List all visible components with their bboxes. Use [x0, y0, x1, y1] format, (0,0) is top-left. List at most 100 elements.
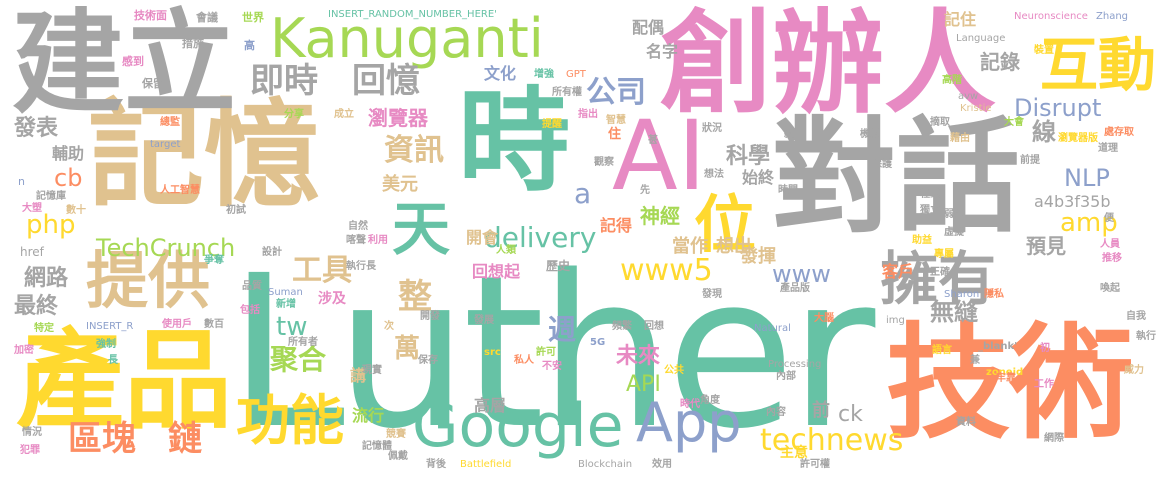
cloud-word: 最終 [14, 294, 59, 319]
cloud-word: 隱私 [984, 289, 1004, 300]
cloud-word: 大腦 [814, 313, 834, 324]
cloud-word: 產品版 [780, 283, 810, 294]
cloud-word: 初試 [226, 205, 246, 216]
cloud-word: 犯罪 [20, 445, 40, 456]
cloud-word: 正確 [930, 267, 950, 278]
cloud-word: 執行 [1136, 331, 1156, 342]
cloud-word: 現實 [362, 365, 382, 376]
cloud-word: 美元 [382, 174, 418, 195]
cloud-word: 牢靠 [996, 373, 1016, 384]
cloud-word: technews [760, 423, 904, 458]
cloud-word: 流行 [352, 406, 385, 425]
cloud-word: www5 [620, 253, 713, 288]
cloud-word: 文化 [484, 64, 517, 83]
cloud-word: 創辦人 [660, 0, 996, 129]
cloud-word: AI [612, 100, 706, 212]
cloud-word: 鏈 [168, 419, 202, 459]
cloud-word: 自然 [348, 221, 368, 232]
cloud-word: 開會 [466, 228, 499, 247]
cloud-word: 5G [590, 337, 606, 348]
cloud-word: 發展 [474, 315, 494, 326]
cloud-word: 名字 [646, 42, 679, 61]
cloud-word: 包括 [240, 305, 260, 316]
cloud-word: 自我 [1126, 311, 1146, 322]
cloud-word: 高階 [942, 75, 962, 86]
cloud-word: 增強 [534, 69, 554, 80]
cloud-word: 內容 [766, 407, 786, 418]
cloud-word: 所有權 [552, 87, 582, 98]
cloud-word: 感到 [122, 55, 144, 68]
cloud-word: cb [54, 164, 83, 192]
cloud-word: n [18, 175, 25, 188]
cloud-word: 歷史 [546, 259, 571, 273]
cloud-word: 初 [1040, 343, 1050, 354]
cloud-word: Disrupt [1014, 94, 1102, 122]
cloud-word: App [636, 391, 742, 454]
cloud-word: 回想起 [472, 262, 521, 281]
cloud-word: 記住 [944, 10, 977, 29]
cloud-word: 時間 [778, 185, 798, 196]
cloud-word: 功能 [236, 389, 344, 452]
cloud-word: Neuronscience [1014, 11, 1088, 22]
cloud-word: Natural [754, 323, 791, 334]
cloud-word: 保護 [872, 159, 892, 170]
cloud-word: 會議 [196, 11, 218, 24]
cloud-word: 回憶 [352, 61, 420, 101]
cloud-word: 發揮 [740, 246, 776, 267]
cloud-word: 世界 [242, 11, 264, 24]
cloud-word: 回想 [644, 321, 664, 332]
cloud-word: NLP [1064, 164, 1110, 192]
cloud-word: 私人 [514, 355, 534, 366]
cloud-word: 特定 [34, 323, 54, 334]
cloud-word: 高層 [474, 396, 507, 415]
cloud-word: 喀聲 [346, 235, 366, 246]
cloud-word: 網際 [1044, 433, 1064, 444]
cloud-word: 先 [640, 185, 650, 196]
cloud-word: 區塊 [68, 419, 136, 459]
cloud-word: 神經 [640, 204, 680, 228]
cloud-word: 智慧 [606, 115, 626, 126]
cloud-word: 週 [548, 313, 577, 346]
cloud-word: GPT [566, 69, 586, 80]
cloud-word: 時 [458, 77, 570, 207]
cloud-word: 工作 [1034, 379, 1054, 390]
cloud-word: 分享 [284, 109, 304, 120]
cloud-word: 網路 [24, 266, 69, 291]
cloud-word: 擁有 [880, 245, 997, 313]
cloud-word: 弱點 [944, 209, 964, 220]
cloud-word: a4b3f35b [1034, 192, 1111, 211]
cloud-word: 天 [392, 195, 451, 263]
cloud-word: 狀況 [702, 123, 722, 134]
cloud-word: 時代 [680, 399, 700, 410]
cloud-word: 專屬 [934, 249, 954, 260]
cloud-word: 虛擬 [944, 227, 964, 238]
cloud-word: 想出 [716, 236, 752, 257]
cloud-word: 建立 [12, 0, 236, 129]
cloud-word: 觀察 [594, 157, 614, 168]
cloud-word: 裝置 [1034, 45, 1054, 56]
cloud-word: 次 [384, 321, 394, 332]
cloud-word: Battlefield [460, 459, 512, 470]
cloud-word: 前 [812, 400, 830, 421]
cloud-word: 位 [694, 188, 757, 261]
cloud-word: href [20, 245, 44, 259]
cloud-word: avw [958, 91, 979, 102]
cloud-word: 互動 [1040, 31, 1157, 99]
cloud-word: zoneid [986, 367, 1024, 378]
cloud-word: 涉及 [318, 291, 346, 307]
cloud-word: 發現 [702, 289, 722, 300]
cloud-word: 指出 [578, 109, 598, 120]
cloud-word: 不安 [542, 361, 562, 372]
cloud-word: 大塑 [22, 203, 42, 214]
cloud-word: 內部 [776, 371, 796, 382]
cloud-word: php [26, 210, 76, 240]
cloud-word: 公共 [664, 365, 684, 376]
cloud-word: 藉由 [950, 133, 970, 144]
cloud-word: 聚合 [270, 343, 327, 376]
cloud-word: 始終 [742, 168, 775, 187]
cloud-word: 便 [1104, 213, 1114, 224]
cloud-word: 使用戶 [162, 319, 192, 330]
cloud-word: 客戶 [882, 262, 915, 281]
cloud-word: 技術 [886, 312, 1135, 456]
